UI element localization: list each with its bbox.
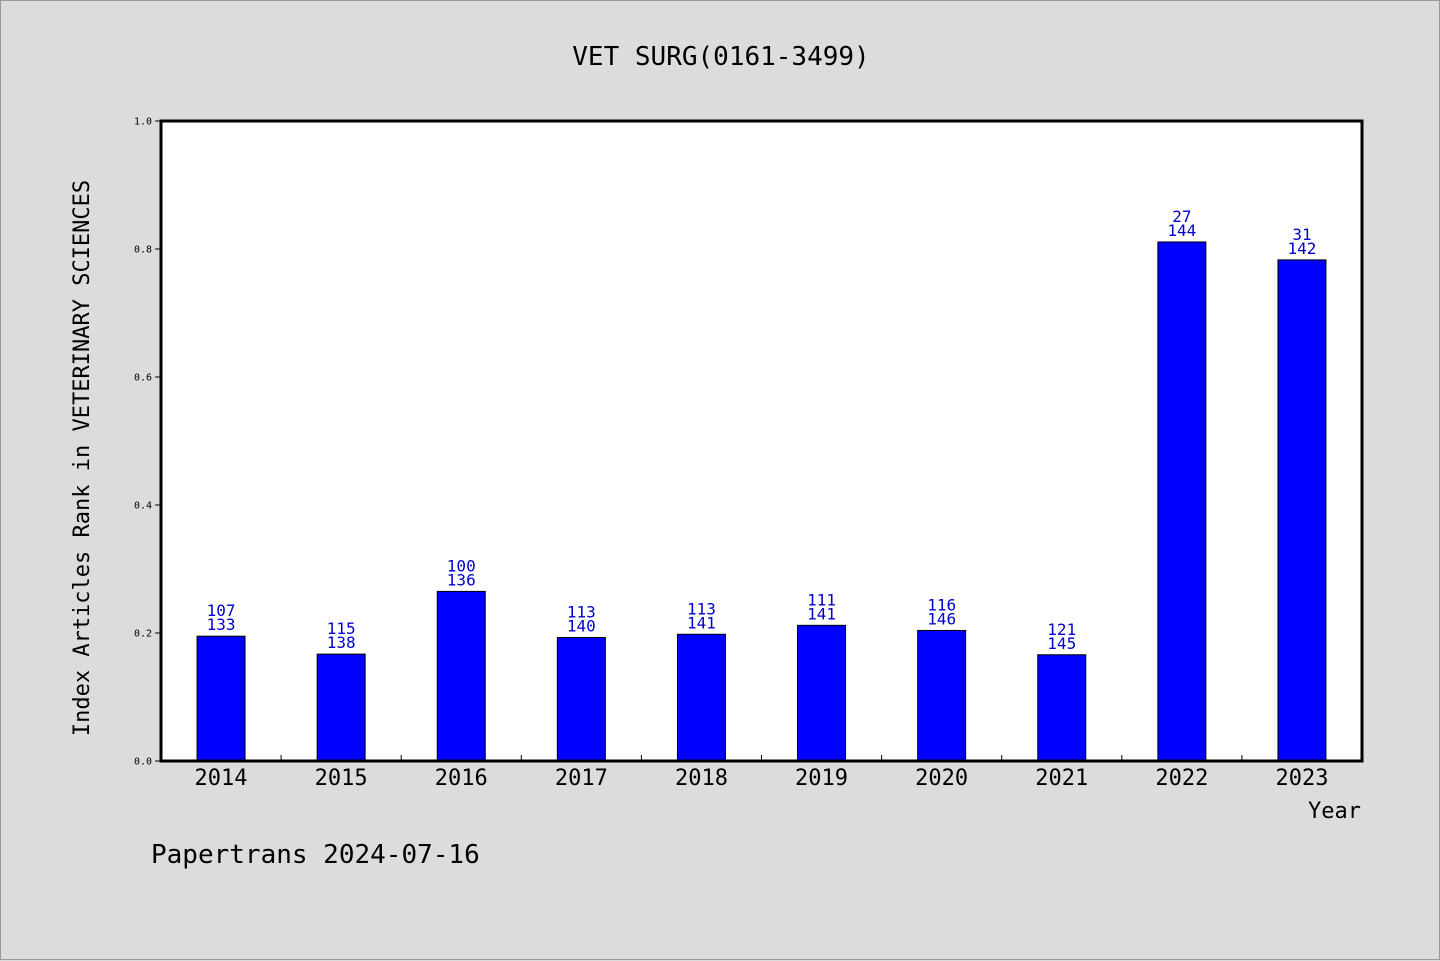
x-axis-label: Year: [1308, 799, 1361, 824]
bar-label-rank: 27: [1172, 207, 1191, 226]
x-tick-label: 2018: [675, 766, 728, 791]
bar-label-total: 145: [1047, 634, 1076, 653]
x-tick-label: 2020: [915, 766, 968, 791]
y-tick-label: 0.6: [134, 373, 152, 384]
bar-2016: [436, 590, 486, 762]
bar-series: [196, 241, 1327, 762]
x-tick-label: 2021: [1035, 766, 1088, 791]
bar-2018: [676, 633, 726, 762]
x-axis-ticks: 2014 2015 2016 2017 2018 2019 2020 2021 2022 2023: [195, 755, 1328, 791]
bar-label-rank: 111: [807, 590, 836, 609]
y-axis-ticks: 0.0 0.2 0.4 0.6 0.8 1.0: [134, 117, 161, 768]
plot-border: [159, 119, 1364, 763]
bar-label-rank: 31: [1292, 225, 1311, 244]
bar-2017: [556, 636, 606, 762]
x-tick-label: 2017: [555, 766, 608, 791]
bar-label-rank: 100: [447, 556, 476, 575]
bar-label-rank: 107: [207, 601, 236, 620]
bar-label-rank: 113: [687, 599, 716, 618]
x-tick-label: 2022: [1155, 766, 1208, 791]
bar-label-total: 138: [327, 633, 356, 652]
bar-2021: [1037, 654, 1087, 762]
bar-label-total: 144: [1167, 221, 1196, 240]
x-tick-label: 2016: [435, 766, 488, 791]
bar-label-rank: 115: [327, 619, 356, 638]
bar-label-total: 141: [807, 604, 836, 623]
bar-label-total: 142: [1287, 239, 1316, 258]
bar-2020: [917, 629, 967, 762]
y-tick-label: 0.2: [134, 629, 152, 640]
y-axis-label: Index Articles Rank in VETERINARY SCIENC…: [70, 180, 95, 736]
y-tick-label: 0.8: [134, 245, 152, 256]
bar-label-total: 136: [447, 570, 476, 589]
bar-2022: [1157, 241, 1207, 762]
bar-label-rank: 113: [567, 602, 596, 621]
y-tick-label: 0.0: [134, 757, 152, 768]
y-tick-label: 1.0: [134, 117, 152, 128]
x-tick-label: 2015: [315, 766, 368, 791]
bar-label-total: 146: [927, 609, 956, 628]
bar-label-rank: 116: [927, 595, 956, 614]
bar-label-total: 133: [207, 615, 236, 634]
footer-text: Papertrans 2024-07-16: [151, 840, 480, 870]
y-tick-label: 0.4: [134, 501, 152, 512]
x-tick-label: 2019: [795, 766, 848, 791]
x-tick-label: 2023: [1275, 766, 1328, 791]
bar-2014: [196, 635, 246, 762]
bar-label-total: 141: [687, 613, 716, 632]
bar-2019: [797, 624, 847, 762]
bar-label-rank: 121: [1047, 620, 1076, 639]
bar-2023: [1277, 259, 1327, 762]
bar-label-total: 140: [567, 616, 596, 635]
x-tick-label: 2014: [195, 766, 248, 791]
bar-2015: [316, 653, 366, 762]
chart-title: VET SURG(0161-3499): [572, 42, 869, 72]
